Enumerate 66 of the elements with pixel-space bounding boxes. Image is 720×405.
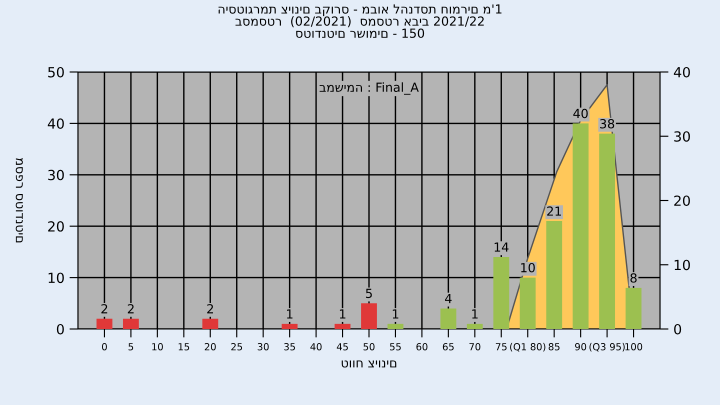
y-tick-label: 20: [48, 221, 64, 232]
y-tick-label: 30: [48, 170, 64, 180]
x-tick-label: 10: [152, 343, 163, 350]
bar: [96, 318, 112, 329]
y2-tick-label: 30: [674, 131, 690, 142]
data-label: 2: [207, 304, 213, 314]
x-tick-label: 70: [469, 343, 480, 350]
data-label: 14: [494, 242, 509, 252]
data-label: 1: [340, 309, 346, 318]
chart-title: היסטוגרמת ציונים בקורס - מבוא להנדסת חומרים מ'1 בסמסטר (02/2021) סמסטר אביב 2021/22 סטודנטים רשומים - 150: [218, 4, 502, 38]
x-tick-label: 65: [442, 343, 454, 350]
data-label: 8: [630, 273, 637, 283]
x-tick-label: 60: [416, 343, 428, 350]
y2-tick-label: 0: [674, 324, 682, 334]
x-tick-label: 25: [231, 343, 242, 350]
bar: [466, 324, 483, 329]
data-label: 1: [472, 309, 478, 318]
bar: [388, 324, 404, 329]
data-label: 1: [287, 309, 292, 318]
data-label: 2: [101, 304, 108, 314]
x-tick-label: 30: [258, 343, 269, 350]
bar: [626, 288, 642, 329]
x-tick-label: 45: [336, 343, 348, 350]
x-tick-label: 50: [364, 343, 375, 350]
x-tick-label: 90: [575, 343, 586, 350]
y-axis-title: מספר סטודנטים: [16, 158, 23, 242]
y2-tick-label: 20: [674, 195, 690, 206]
y-tick-label: 40: [48, 118, 64, 129]
x-tick-label: 35: [284, 343, 295, 350]
data-label: 21: [547, 206, 561, 216]
data-label: 4: [445, 294, 452, 304]
annotation: במשימה : Final_A: [320, 82, 419, 95]
x-tick-label: 15: [178, 343, 190, 350]
x-tick-label: (Q1 80): [510, 342, 546, 352]
bar: [520, 278, 536, 329]
y-tick-label: 50: [48, 66, 64, 78]
data-label: 10: [521, 262, 535, 272]
x-tick-label: (Q3 95): [589, 342, 625, 352]
data-label: 1: [392, 309, 398, 318]
bar: [282, 324, 298, 329]
data-label: 5: [366, 288, 372, 298]
bar: [334, 324, 350, 329]
x-tick-label: 20: [204, 343, 216, 350]
y-tick-label: 10: [48, 272, 64, 284]
bar: [572, 123, 589, 329]
bar: [493, 257, 510, 329]
data-label: 38: [600, 119, 614, 128]
y2-tick-label: 40: [674, 66, 690, 78]
bar: [202, 318, 218, 329]
bar: [599, 134, 616, 329]
y-tick-label: 0: [56, 324, 64, 334]
x-axis-title: טווח ציונים: [342, 360, 396, 368]
x-tick-label: 40: [310, 343, 322, 350]
data-label: 40: [573, 108, 588, 118]
x-tick-label: 0: [102, 343, 107, 350]
bar: [546, 221, 562, 329]
bar: [440, 308, 456, 329]
bar: [361, 303, 377, 329]
x-tick-label: 5: [128, 343, 134, 350]
y2-tick-label: 10: [674, 260, 690, 270]
x-tick-label: 100: [625, 343, 642, 350]
x-tick-label: 85: [548, 343, 560, 350]
x-tick-label: 55: [390, 343, 401, 350]
bar: [122, 318, 139, 329]
data-label: 2: [128, 304, 134, 314]
x-tick-label: 75: [496, 343, 507, 350]
